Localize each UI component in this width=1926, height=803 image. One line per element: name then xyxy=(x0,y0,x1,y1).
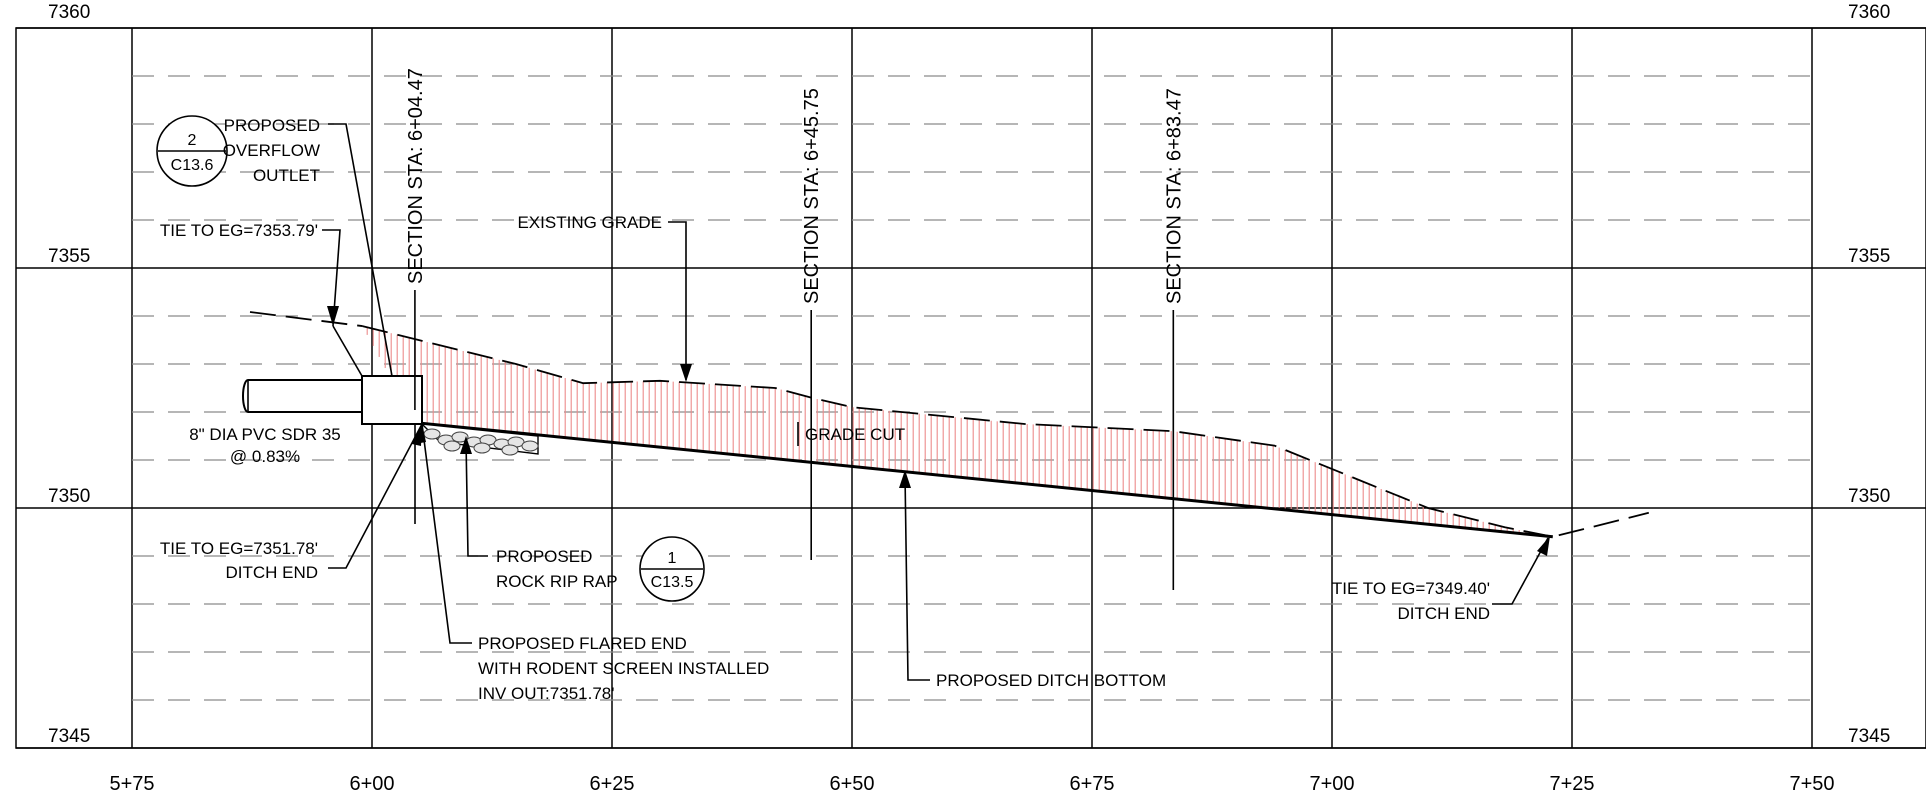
annotations: PROPOSED OVERFLOW OUTLET TIE TO EG=7353.… xyxy=(160,116,1490,703)
arrow-rip-rap xyxy=(460,436,472,454)
note-flared-end-2: WITH RODENT SCREEN INSTALLED xyxy=(478,659,769,678)
leader-rip-rap xyxy=(465,439,488,557)
note-overflow-1: PROPOSED xyxy=(224,116,320,135)
arrow-existing-grade xyxy=(680,364,692,382)
note-pipe-2: @ 0.83% xyxy=(230,447,300,466)
axis-labels: 7360 7360 7355 7355 7350 7350 7345 7345 5+75 6+00… xyxy=(48,2,1890,795)
rip-rap-rocks xyxy=(423,428,539,456)
elevation-label-right: 7350 xyxy=(1848,486,1890,507)
station-label: 7+50 xyxy=(1789,773,1834,795)
callout-sheet: C13.6 xyxy=(171,157,214,174)
callout-sheet: C13.5 xyxy=(651,574,694,591)
elevation-label-left: 7350 xyxy=(48,486,90,507)
note-pipe-1: 8" DIA PVC SDR 35 xyxy=(189,425,341,444)
note-overflow-3: OUTLET xyxy=(253,166,320,185)
headwall-slope xyxy=(332,325,363,377)
grid xyxy=(15,27,1926,749)
station-label: 6+00 xyxy=(349,773,394,795)
section-label: SECTION STA: 6+83.47 xyxy=(1163,88,1185,304)
note-tie-eg-end-1: TIE TO EG=7349.40' xyxy=(1332,579,1490,598)
elevation-label-right: 7355 xyxy=(1848,246,1890,267)
station-label: 7+25 xyxy=(1549,773,1594,795)
profile-lines xyxy=(249,311,1650,539)
leader-tie-eg-ditch-end xyxy=(1492,537,1549,605)
note-tie-eg-start-2: DITCH END xyxy=(225,563,318,582)
note-flared-end-1: PROPOSED FLARED END xyxy=(478,634,687,653)
detail-callout-1: 1 C13.5 xyxy=(639,536,705,602)
note-overflow-2: OVERFLOW xyxy=(223,141,320,160)
existing-grade-line xyxy=(362,325,1650,538)
rip-rap-rock xyxy=(501,444,519,456)
note-rip-rap-2: ROCK RIP RAP xyxy=(496,572,618,591)
cut-hatch xyxy=(366,327,1550,537)
section-label: SECTION STA: 6+45.75 xyxy=(801,88,823,304)
rip-rap-rock xyxy=(423,428,441,440)
station-label: 6+25 xyxy=(589,773,634,795)
leader-overflow-outlet xyxy=(328,123,393,377)
elevation-label-left: 7355 xyxy=(48,246,90,267)
station-label: 6+75 xyxy=(1069,773,1114,795)
rip-rap-rock xyxy=(443,440,461,452)
note-flared-end-3: INV OUT:7351.78' xyxy=(478,684,614,703)
elevation-label-right: 7345 xyxy=(1848,726,1890,747)
callout-number: 2 xyxy=(188,132,197,149)
note-grade-cut: GRADE CUT xyxy=(805,425,905,444)
note-ditch-bottom: PROPOSED DITCH BOTTOM xyxy=(936,671,1166,690)
elevation-label-left: 7360 xyxy=(48,2,90,23)
note-rip-rap-1: PROPOSED xyxy=(496,547,592,566)
elevation-label-right: 7360 xyxy=(1848,2,1890,23)
leader-existing-grade xyxy=(668,221,687,380)
arrow-tie-eg-top xyxy=(327,306,339,326)
proposed-ditch-bottom-line xyxy=(414,421,1553,539)
note-existing-grade: EXISTING GRADE xyxy=(517,213,662,232)
note-tie-eg-end-2: DITCH END xyxy=(1397,604,1490,623)
rip-rap-rock xyxy=(451,431,469,443)
pipe-structure xyxy=(242,325,539,456)
overflow-outlet-box xyxy=(361,375,423,425)
leader-tie-eg-ditch-start xyxy=(328,423,423,569)
station-label: 5+75 xyxy=(109,773,154,795)
elevation-label-left: 7345 xyxy=(48,726,90,747)
station-label: 6+50 xyxy=(829,773,874,795)
leader-ditch-bottom xyxy=(904,473,930,681)
arrow-flared-end xyxy=(415,424,426,444)
arrow-tie-eg-ditch-end xyxy=(1537,536,1550,556)
leader-flared-end xyxy=(421,423,472,644)
station-label: 7+00 xyxy=(1309,773,1354,795)
callout-number: 1 xyxy=(668,550,677,567)
section-markers: SECTION STA: 6+04.47 SECTION STA: 6+45.75… xyxy=(405,68,1185,590)
note-tie-eg-top: TIE TO EG=7353.79' xyxy=(160,221,318,240)
existing-grade-lead-in xyxy=(249,311,363,327)
leader-tie-eg-top xyxy=(322,229,341,327)
leaders xyxy=(322,123,1550,681)
section-label: SECTION STA: 6+04.47 xyxy=(405,68,427,284)
rip-rap-rock xyxy=(473,442,491,454)
arrow-ditch-bottom xyxy=(899,470,911,488)
detail-callout-2: 2 C13.6 xyxy=(156,115,228,187)
note-tie-eg-start-1: TIE TO EG=7351.78' xyxy=(160,539,318,558)
pvc-pipe xyxy=(242,379,363,413)
rip-rap-rock xyxy=(521,440,539,452)
